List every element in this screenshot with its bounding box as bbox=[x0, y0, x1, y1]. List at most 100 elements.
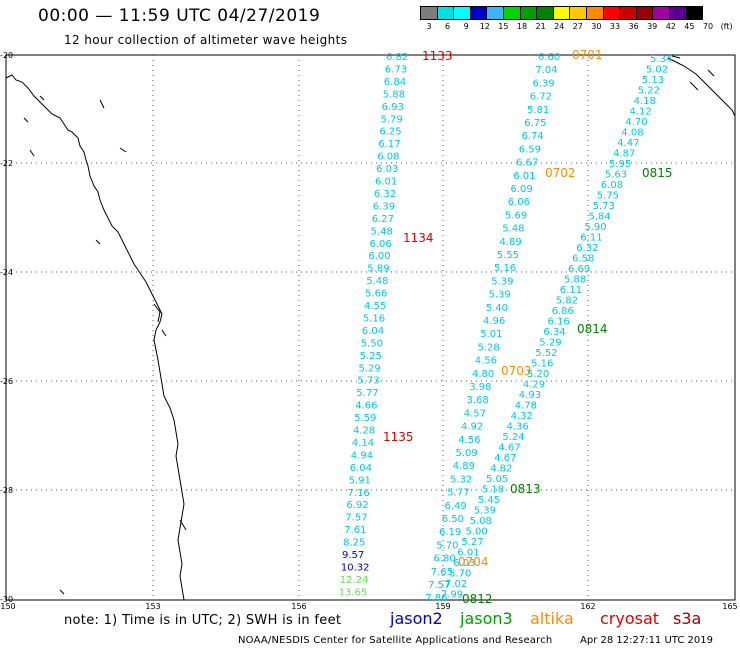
wave-height-value-track-a: 13.65 bbox=[339, 587, 368, 598]
color-scale-label: 21 bbox=[535, 22, 546, 31]
wave-height-value-track-c: 5.52 bbox=[535, 348, 557, 359]
wave-height-value-track-b: 4.89 bbox=[453, 461, 475, 472]
color-scale-label: 39 bbox=[647, 22, 658, 31]
wave-height-value-track-a: 5.88 bbox=[383, 89, 405, 100]
footnote: note: 1) Time is in UTC; 2) SWH is in fe… bbox=[64, 613, 342, 628]
wave-height-value-track-b: 6.49 bbox=[445, 501, 467, 512]
satellite-tracks: 6.826.736.845.886.935.796.256.176.086.03… bbox=[339, 48, 673, 606]
wave-height-value-track-a: 6.08 bbox=[377, 152, 399, 163]
wave-height-value-track-b: 5.77 bbox=[447, 488, 469, 499]
pass-time-label: 0812 bbox=[462, 592, 493, 606]
lon-label-162: 162 bbox=[580, 602, 596, 611]
wave-height-value-track-a: 5.50 bbox=[361, 338, 383, 349]
lat-label-24: -24 bbox=[0, 268, 14, 277]
coastline-new-caledonia bbox=[667, 55, 736, 117]
wave-height-value-track-a: 7.61 bbox=[344, 525, 366, 536]
wave-height-value-track-a: 6.82 bbox=[386, 52, 408, 63]
wave-height-value-track-b: 4.57 bbox=[464, 408, 486, 419]
wave-height-value-track-b: 7.86 bbox=[425, 593, 447, 604]
wave-height-value-track-a: 6.92 bbox=[346, 500, 368, 511]
wave-height-value-track-a: 5.48 bbox=[366, 276, 388, 287]
wave-height-value-track-c: 5.63 bbox=[605, 170, 627, 181]
wave-height-value-track-c: 4.18 bbox=[634, 96, 656, 107]
wave-height-value-track-b: 5.01 bbox=[480, 329, 502, 340]
wave-height-value-track-a: 6.06 bbox=[370, 239, 392, 250]
legend-jason2: jason2 bbox=[390, 609, 443, 628]
wave-height-value-track-b: 5.70 bbox=[436, 540, 458, 551]
wave-height-value-track-a: 6.04 bbox=[362, 326, 384, 337]
wave-height-value-track-b: 5.32 bbox=[450, 474, 472, 485]
coastline-islands bbox=[23, 95, 187, 595]
color-scale-label: 70 bbox=[702, 22, 714, 31]
wave-height-value-track-c: 5.16 bbox=[531, 359, 553, 370]
wave-height-value-track-a: 7.16 bbox=[348, 488, 370, 499]
wave-height-value-track-b: 6.06 bbox=[508, 197, 530, 208]
wave-height-value-track-b: 7.57 bbox=[428, 580, 450, 591]
wave-height-value-track-c: 5.39 bbox=[474, 506, 496, 517]
wave-height-value-track-c: 5.08 bbox=[470, 516, 492, 527]
wave-height-value-track-b: 6.39 bbox=[533, 78, 555, 89]
wave-height-value-track-c: 6.58 bbox=[572, 254, 594, 265]
wave-height-value-track-a: 4.14 bbox=[352, 438, 374, 449]
wave-height-value-track-b: 6.50 bbox=[442, 514, 464, 525]
wave-height-value-track-b: 4.80 bbox=[472, 369, 494, 380]
wave-height-value-track-b: 5.55 bbox=[497, 250, 519, 261]
legend-altika: altika bbox=[530, 609, 574, 628]
color-scale-label: 12 bbox=[479, 22, 490, 31]
lat-label-28: -28 bbox=[0, 486, 14, 495]
wave-height-value-track-b: 4.92 bbox=[461, 422, 483, 433]
color-scale-label: 24 bbox=[554, 22, 565, 31]
wave-height-value-track-c: 6.01 bbox=[457, 548, 479, 559]
wave-height-value-track-c: 5.00 bbox=[466, 527, 488, 538]
lon-label-153: 153 bbox=[145, 602, 161, 611]
color-scale-label: 30 bbox=[591, 22, 602, 31]
wave-height-value-track-b: 4.56 bbox=[458, 435, 480, 446]
wave-height-value-track-b: 6.19 bbox=[439, 527, 461, 538]
wave-height-value-track-c: 5.88 bbox=[564, 275, 586, 286]
wave-height-value-track-c: 5.29 bbox=[539, 338, 561, 349]
wave-height-value-track-c: 6.86 bbox=[552, 306, 574, 317]
wave-height-value-track-a: 6.93 bbox=[382, 102, 404, 113]
wave-height-value-track-a: 5.77 bbox=[356, 388, 378, 399]
wave-height-value-track-c: 4.67 bbox=[494, 453, 516, 464]
wave-height-value-track-b: 6.72 bbox=[530, 92, 552, 103]
wave-height-value-track-b: 6.75 bbox=[524, 118, 546, 129]
wave-height-value-track-b: 6.60 bbox=[538, 52, 560, 63]
wave-height-value-track-c: 4.82 bbox=[490, 464, 512, 475]
color-scale-bar bbox=[420, 6, 704, 20]
wave-height-value-track-c: 4.12 bbox=[630, 107, 652, 118]
legend-jason3: jason3 bbox=[460, 609, 513, 628]
wave-height-value-track-a: 8.25 bbox=[343, 538, 365, 549]
pass-time-label: 0703 bbox=[501, 364, 532, 378]
map-title: 00:00 — 11:59 UTC 04/27/2019 bbox=[38, 6, 321, 26]
lat-label-22: -22 bbox=[0, 159, 14, 168]
lon-label-165: 165 bbox=[722, 602, 738, 611]
map-subtitle: 12 hour collection of altimeter wave hei… bbox=[64, 33, 348, 47]
color-scale-label: 6 bbox=[445, 22, 451, 31]
pass-time-label: 1134 bbox=[403, 231, 434, 245]
wave-height-value-track-b: 4.89 bbox=[500, 237, 522, 248]
wave-height-value-track-a: 5.25 bbox=[360, 351, 382, 362]
wave-height-value-track-b: 4.96 bbox=[483, 316, 505, 327]
wave-height-value-track-c: 6.69 bbox=[568, 264, 590, 275]
wave-height-value-track-b: 3.98 bbox=[469, 382, 491, 393]
generated-timestamp: Apr 28 12:27:11 UTC 2019 bbox=[580, 635, 713, 646]
wave-height-value-track-b: 3.68 bbox=[467, 395, 489, 406]
credit-line: NOAA/NESDIS Center for Satellite Applica… bbox=[238, 635, 553, 646]
pass-time-label: 0701 bbox=[572, 48, 603, 62]
color-scale-label: 27 bbox=[572, 22, 583, 31]
color-scale-label: (ft) bbox=[720, 22, 733, 31]
wave-height-value-track-a: 4.66 bbox=[355, 401, 377, 412]
wave-height-value-track-c: 6.32 bbox=[576, 243, 598, 254]
wave-height-value-track-c: 5.34 bbox=[650, 54, 672, 65]
wave-height-value-track-c: 5.27 bbox=[461, 537, 483, 548]
wave-height-value-track-a: 6.27 bbox=[372, 214, 394, 225]
wave-height-value-track-a: 5.89 bbox=[367, 264, 389, 275]
lon-label-150: 150 bbox=[0, 602, 16, 611]
color-scale-labels: 3 6 9 12 15 18 21 24 27 30 33 36 39 42 45 70 (ft) bbox=[421, 22, 740, 34]
pass-time-label: 0702 bbox=[545, 166, 576, 180]
color-scale-label: 9 bbox=[463, 22, 469, 31]
wave-height-value-track-c: 5.75 bbox=[597, 191, 619, 202]
wave-height-value-track-a: 4.28 bbox=[353, 426, 375, 437]
pass-time-label: 0814 bbox=[577, 322, 608, 336]
